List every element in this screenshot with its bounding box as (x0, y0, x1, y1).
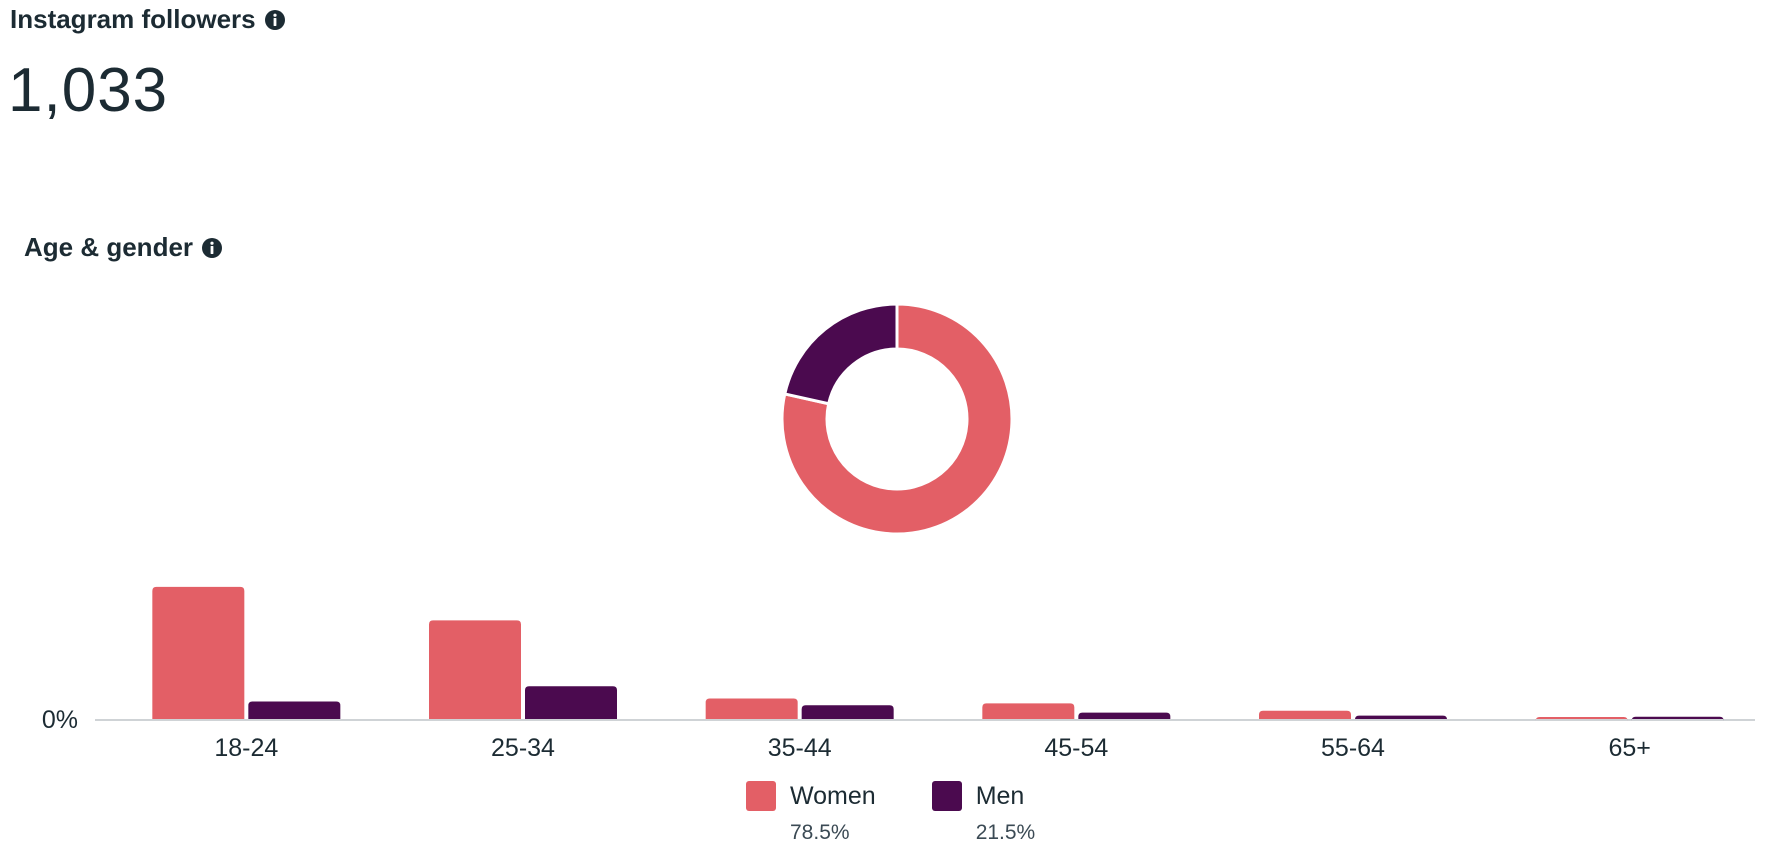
followers-title: Instagram followers (10, 4, 256, 34)
legend-swatch-women (746, 781, 776, 811)
age-gender-title: Age & gender (24, 232, 194, 262)
age-bar-chart: 0% 18-24 25-34 35-44 45-54 55-64 65+ (42, 586, 1755, 762)
legend-swatch-men (931, 781, 962, 811)
x-tick-label: 65+ (1608, 734, 1650, 762)
x-tick-label: 18-24 (214, 734, 278, 762)
legend-value-men: 21.5% (975, 821, 1036, 844)
bar-women-65+[interactable] (1535, 717, 1628, 721)
bar-women-45-54[interactable] (982, 703, 1075, 719)
x-tick-label: 45-54 (1044, 734, 1108, 762)
legend-item-men[interactable]: Men 21.5% (931, 781, 1036, 845)
x-tick-label: 55-64 (1321, 734, 1385, 762)
legend-label-women: Women (790, 781, 876, 810)
bar-men-45-54[interactable] (1078, 712, 1171, 719)
info-icon[interactable] (201, 237, 223, 259)
x-tick-label: 25-34 (491, 734, 555, 762)
follower-count: 1,033 (8, 56, 169, 125)
legend-item-women[interactable]: Women 78.5% (746, 781, 876, 845)
y-tick-label: 0% (42, 706, 78, 734)
legend-value-women: 78.5% (790, 821, 850, 844)
followers-header: Instagram followers (10, 4, 286, 35)
bar-men-25-34[interactable] (525, 686, 617, 719)
bar-women-35-44[interactable] (705, 698, 798, 719)
bar-women-18-24[interactable] (152, 586, 245, 719)
bar-men-35-44[interactable] (801, 705, 894, 719)
age-gender-header: Age & gender (24, 232, 223, 263)
bar-men-55-64[interactable] (1355, 715, 1447, 720)
chart-legend: Women 78.5% Men 21.5% (746, 781, 1035, 845)
donut-segment-women[interactable] (780, 302, 1014, 536)
bar-men-18-24[interactable] (248, 701, 341, 719)
bar-women-25-34[interactable] (429, 620, 521, 719)
donut-segment-men[interactable] (782, 302, 899, 406)
legend-label-men: Men (975, 781, 1025, 810)
bar-men-65+[interactable] (1631, 716, 1724, 721)
info-icon[interactable] (264, 9, 286, 31)
gender-donut-chart (780, 302, 1014, 536)
bar-women-55-64[interactable] (1259, 710, 1351, 719)
x-tick-label: 35-44 (768, 734, 832, 762)
